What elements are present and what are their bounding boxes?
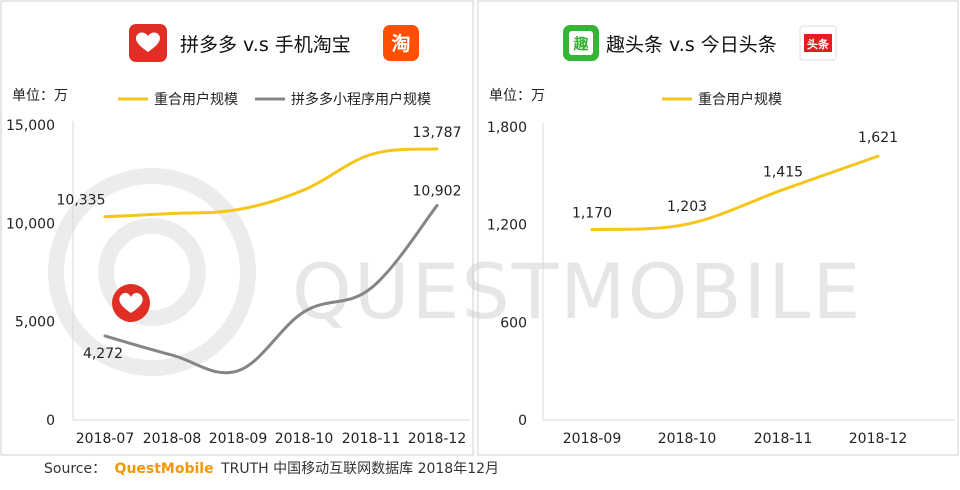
marker-heart	[119, 292, 143, 313]
x-tick-label: 2018-10	[658, 431, 717, 447]
x-tick-label: 2018-12	[849, 431, 908, 447]
toutiao-logo-icon: 头条	[799, 25, 837, 61]
data-label: 1,203	[667, 199, 707, 215]
x-tick-label: 2018-07	[76, 431, 135, 447]
x-tick-label: 2018-09	[563, 431, 622, 447]
series-line-0	[590, 154, 880, 232]
legend-label: 重合用户规模	[154, 91, 238, 108]
watermark: QUESTMOBILE	[48, 168, 862, 376]
unit-label: 单位：万	[12, 88, 68, 104]
data-label: 1,415	[763, 165, 803, 181]
y-tick-label: 5,000	[15, 315, 55, 331]
x-tick-label: 2018-08	[143, 431, 202, 447]
right-chart-title: 趣头条 v.s 今日头条	[606, 34, 777, 56]
source-prefix: Source：	[44, 461, 106, 477]
pinduoduo-logo-icon	[129, 24, 167, 62]
watermark-logo-icon	[48, 168, 256, 376]
series-line-1	[103, 204, 439, 375]
y-tick-label: 1,800	[487, 120, 527, 136]
data-label: 4,272	[83, 346, 123, 362]
legend-label: 拼多多小程序用户规模	[291, 91, 431, 108]
y-tick-label: 0	[518, 413, 527, 429]
right-panel-frame	[477, 0, 959, 456]
data-label: 1,621	[858, 130, 898, 146]
qutoutiao-logo-icon: 趣	[563, 25, 599, 61]
x-tick-label: 2018-12	[408, 431, 467, 447]
toutiao-logo-glyph: 头条	[807, 37, 830, 51]
left-panel-frame	[0, 0, 474, 456]
x-tick-label: 2018-11	[754, 431, 813, 447]
x-tick-label: 2018-11	[342, 431, 401, 447]
data-label: 10,902	[413, 184, 462, 200]
taobao-logo-glyph: 淘	[391, 32, 410, 55]
watermark-text: QUESTMOBILE	[292, 247, 862, 336]
taobao-logo-icon: 淘	[383, 25, 419, 61]
x-tick-label: 2018-10	[275, 431, 334, 447]
y-tick-label: 1,200	[487, 218, 527, 234]
series-line-0	[103, 147, 439, 219]
left-chart-title: 拼多多 v.s 手机淘宝	[180, 34, 351, 56]
x-tick-label: 2018-09	[209, 431, 268, 447]
source-footer: Source： QuestMobile TRUTH 中国移动互联网数据库 201…	[44, 461, 499, 477]
left-chart: 单位：万 15,000 10,000 5,000 0 2018-07 2018-08 2018…	[6, 88, 470, 447]
source-brand: QuestMobile	[115, 461, 214, 477]
right-chart: 单位：万 1,800 1,200 600 0 2018-09 2018-10 2018-11 2…	[487, 88, 955, 447]
qutoutiao-logo-glyph: 趣	[572, 35, 589, 53]
data-label: 10,335	[57, 193, 106, 209]
y-tick-label: 600	[500, 315, 527, 331]
pinduoduo-marker-icon	[112, 284, 150, 322]
source-rest: TRUTH 中国移动互联网数据库 2018年12月	[220, 461, 499, 477]
y-tick-label: 10,000	[6, 216, 55, 232]
data-label: 1,170	[572, 206, 612, 222]
y-tick-label: 0	[46, 413, 55, 429]
legend-label: 重合用户规模	[698, 91, 782, 108]
data-label: 13,787	[413, 125, 462, 141]
y-tick-label: 15,000	[6, 118, 55, 134]
unit-label: 单位：万	[489, 88, 545, 104]
